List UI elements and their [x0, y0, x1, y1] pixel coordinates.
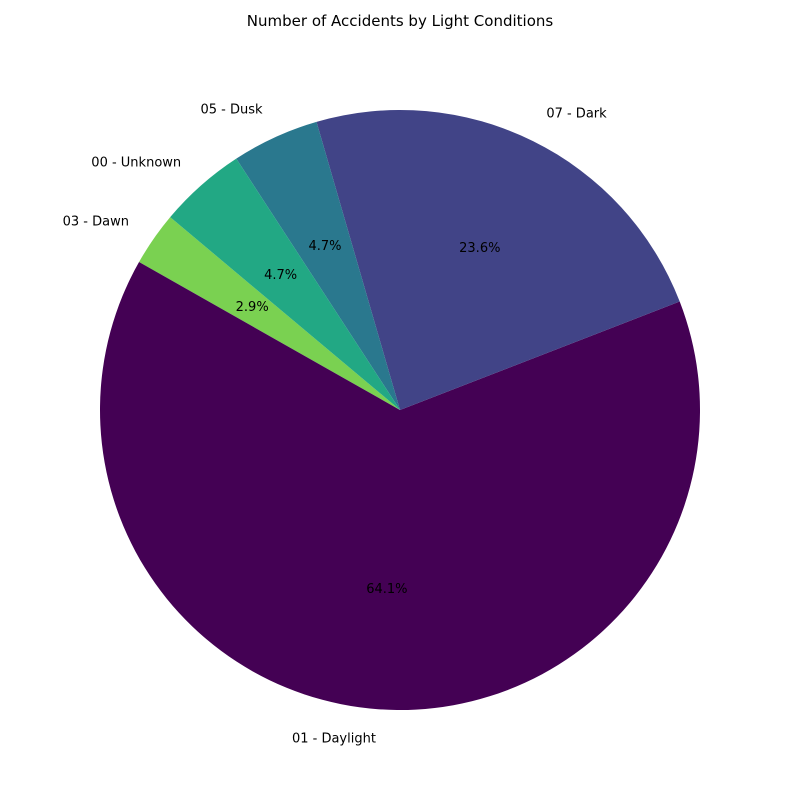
percent-label-05-dusk: 4.7% — [308, 239, 341, 254]
percent-label-00-unknown: 4.7% — [264, 268, 297, 283]
slice-label-01-daylight: 01 - Daylight — [292, 732, 376, 747]
pie-slice-07-dark — [316, 109, 680, 410]
slice-label-00-unknown: 00 - Unknown — [91, 156, 181, 171]
pie-slices — [100, 109, 701, 710]
pie-labels: 03 - Dawn 2.9% 01 - Daylight 64.1% 07 - Dark… — [63, 103, 608, 747]
slice-label-07-dark: 07 - Dark — [546, 107, 607, 122]
pie-slice-05-dusk — [236, 121, 400, 410]
pie-slice-00-unknown — [170, 158, 400, 410]
chart-title: Number of Accidents by Light Conditions — [247, 12, 554, 30]
percent-label-03-dawn: 2.9% — [236, 300, 269, 315]
pie-slice-01-daylight — [100, 262, 701, 710]
percent-label-07-dark: 23.6% — [459, 241, 500, 256]
pie-slice-03-dawn — [139, 217, 401, 410]
slice-label-03-dawn: 03 - Dawn — [63, 214, 129, 229]
percent-label-01-daylight: 64.1% — [366, 582, 407, 597]
slice-label-05-dusk: 05 - Dusk — [200, 103, 263, 118]
